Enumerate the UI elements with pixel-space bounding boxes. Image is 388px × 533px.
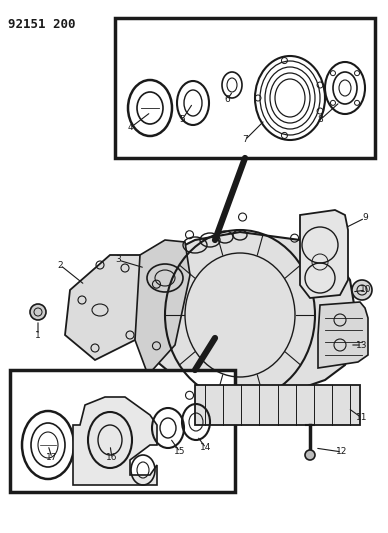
Text: 7: 7: [242, 135, 248, 144]
Text: 9: 9: [362, 214, 368, 222]
Text: 2: 2: [57, 261, 63, 270]
Polygon shape: [73, 397, 157, 485]
Text: 17: 17: [46, 454, 58, 463]
Text: 11: 11: [356, 414, 368, 423]
Text: 14: 14: [200, 443, 212, 453]
Ellipse shape: [305, 450, 315, 460]
Ellipse shape: [30, 304, 46, 320]
Text: 8: 8: [317, 116, 323, 125]
Text: 5: 5: [179, 116, 185, 125]
Text: 13: 13: [356, 341, 368, 350]
Text: 3: 3: [115, 255, 121, 264]
Text: 4: 4: [127, 124, 133, 133]
Polygon shape: [300, 210, 348, 298]
Polygon shape: [135, 240, 190, 375]
Bar: [10, 370, 235, 492]
Polygon shape: [318, 302, 368, 368]
Bar: [195, 385, 360, 425]
Polygon shape: [65, 255, 150, 360]
Text: 92151 200: 92151 200: [8, 18, 76, 31]
Text: 15: 15: [174, 448, 186, 456]
Text: 6: 6: [224, 95, 230, 104]
Text: 16: 16: [106, 454, 118, 463]
Text: 10: 10: [360, 286, 372, 295]
Polygon shape: [140, 232, 355, 396]
Text: 1: 1: [35, 330, 41, 340]
Bar: [115, 18, 375, 158]
Ellipse shape: [352, 280, 372, 300]
Text: 12: 12: [336, 448, 348, 456]
